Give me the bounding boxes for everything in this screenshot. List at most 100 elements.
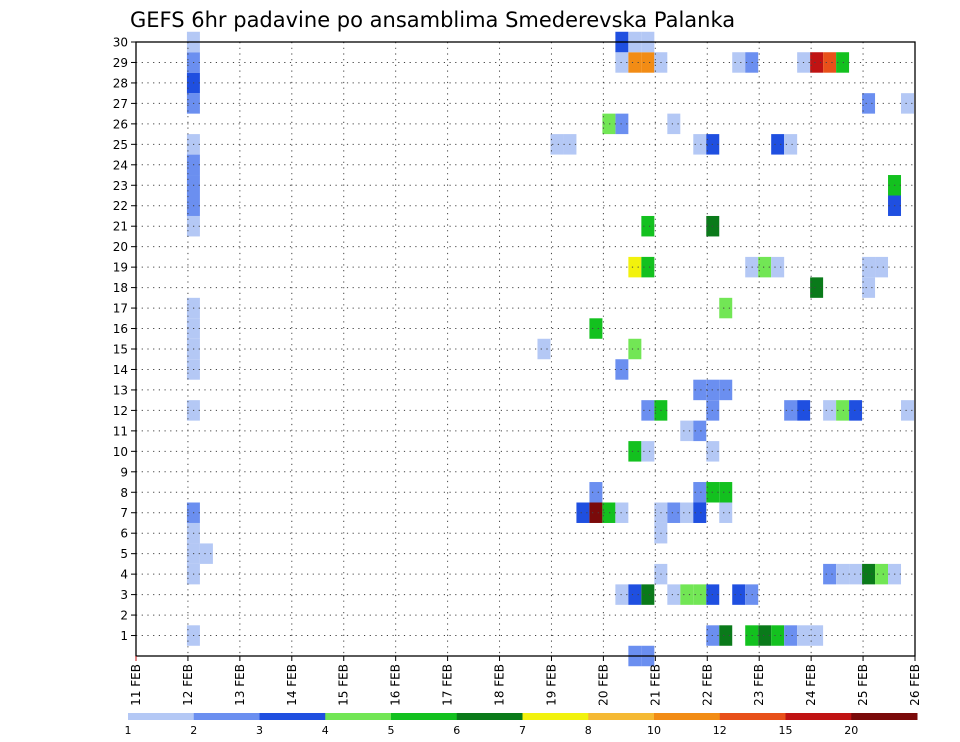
y-tick-label: 27 [113, 97, 128, 111]
heatmap-cell [732, 584, 746, 605]
y-tick-label: 29 [113, 56, 128, 70]
colorbar-legend: 1 2 3 4 5 6 7 8 10 12 15 20 [125, 713, 918, 737]
heatmap-cell [810, 52, 824, 73]
heatmap-cell [589, 318, 603, 339]
heatmap-cell [836, 400, 850, 421]
heatmap-cell [641, 215, 655, 237]
x-tick-label: 20 FEB [596, 664, 610, 706]
y-tick-label: 6 [120, 527, 128, 541]
heatmap-cell [641, 441, 655, 462]
grid-lines [136, 42, 915, 656]
y-tick-label: 2 [120, 609, 128, 623]
heatmap-cell [641, 400, 655, 421]
colorbar-label: 3 [256, 724, 263, 737]
y-tick-label: 10 [113, 445, 128, 459]
y-tick-label: 3 [120, 588, 128, 602]
heatmap-cell [901, 93, 914, 114]
heatmap-cell [680, 502, 694, 523]
heatmap-cell [758, 256, 772, 278]
colorbar-label: 1 [125, 724, 132, 737]
heatmap-cell [693, 134, 707, 155]
colorbar-label: 10 [647, 724, 661, 737]
heatmap-cell [719, 297, 733, 319]
chart-title: GEFS 6hr padavine po ansamblima Smederev… [130, 8, 735, 32]
y-tick-label: 16 [113, 322, 128, 336]
heatmap-cell [836, 52, 850, 73]
heatmap-cell [732, 52, 746, 73]
heatmap-cell [771, 134, 785, 155]
heatmap-cell [862, 563, 876, 585]
heatmap-cell [836, 563, 850, 585]
y-tick-label: 8 [120, 486, 128, 500]
heatmap-cell [823, 400, 837, 421]
heatmap-cell [771, 625, 785, 646]
y-axis: 1234567891011121314151617181920212223242… [113, 36, 136, 643]
heatmap-cell [602, 113, 616, 135]
colorbar-segment [391, 713, 458, 720]
colorbar-label: 5 [388, 724, 395, 737]
heatmap-cell [719, 502, 733, 523]
heatmap-cell [810, 277, 824, 298]
y-tick-label: 22 [113, 199, 128, 213]
heatmap-cell [615, 584, 629, 605]
x-tick-label: 21 FEB [648, 664, 662, 706]
heatmap-cell [589, 482, 603, 503]
y-tick-label: 28 [113, 76, 128, 90]
heatmap-cell [667, 113, 681, 135]
x-tick-label: 19 FEB [544, 664, 558, 706]
x-tick-label: 26 FEB [908, 664, 922, 706]
heatmap-cell [615, 113, 629, 135]
heatmap-cell [615, 359, 629, 380]
y-tick-label: 25 [113, 138, 128, 152]
heatmap-cell [602, 502, 616, 523]
heatmap-cell [667, 502, 681, 523]
heatmap-cell [810, 625, 824, 646]
colorbar-segment [588, 713, 655, 720]
colorbar-segment [259, 713, 326, 720]
colorbar-label: 2 [190, 724, 197, 737]
y-tick-label: 12 [113, 404, 128, 418]
y-tick-label: 13 [113, 383, 128, 397]
heatmap-cell [693, 420, 707, 442]
heatmap-cell [862, 256, 876, 278]
heatmap-cell [628, 256, 642, 278]
y-tick-label: 21 [113, 220, 128, 234]
heatmap-cell [615, 52, 629, 73]
heatmap-cell [758, 625, 772, 646]
y-tick-label: 14 [113, 363, 128, 377]
heatmap-cell [784, 625, 798, 646]
x-tick-label: 25 FEB [856, 664, 870, 706]
y-tick-label: 30 [113, 36, 128, 50]
x-tick-label: 13 FEB [233, 664, 247, 706]
heatmap-cell [784, 134, 798, 155]
heatmap-cells [186, 31, 914, 667]
colorbar-segment [851, 713, 918, 720]
heatmap-cell [589, 502, 603, 523]
heatmap-cell [641, 256, 655, 278]
y-tick-label: 18 [113, 281, 128, 295]
colorbar-segment [719, 713, 786, 720]
y-tick-label: 4 [120, 568, 128, 582]
x-tick-label: 12 FEB [181, 664, 195, 706]
heatmap-cell [862, 277, 876, 298]
colorbar-label: 4 [322, 724, 329, 737]
colorbar-label: 20 [844, 724, 858, 737]
heatmap-cell [641, 584, 655, 605]
y-tick-label: 15 [113, 343, 128, 357]
colorbar-segment [456, 713, 523, 720]
y-tick-label: 19 [113, 261, 128, 275]
heatmap-cell [628, 441, 642, 462]
heatmap-cell [693, 584, 707, 605]
colorbar-segment [522, 713, 589, 720]
x-tick-label: 22 FEB [700, 664, 714, 706]
heatmap-cell [199, 543, 213, 564]
heatmap-cell [771, 256, 785, 278]
heatmap-cell [875, 256, 889, 278]
colorbar-segment [654, 713, 721, 720]
colorbar-label: 6 [453, 724, 460, 737]
colorbar-label: 15 [779, 724, 793, 737]
heatmap-cell [784, 400, 798, 421]
heatmap-cell [693, 379, 707, 401]
y-tick-label: 5 [120, 547, 128, 561]
